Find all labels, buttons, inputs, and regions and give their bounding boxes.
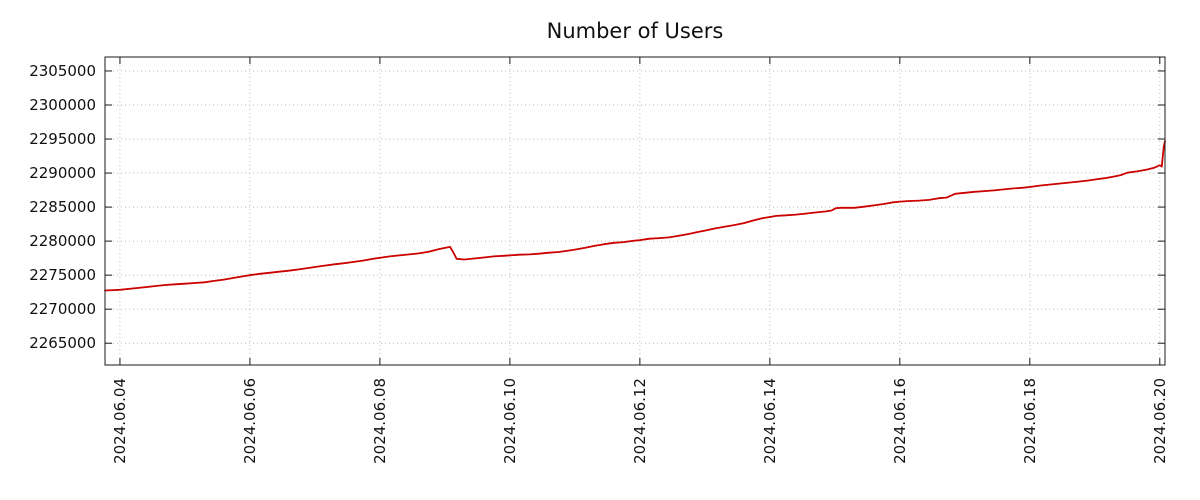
x-tick-label: 2024.06.10 [501,378,519,464]
y-tick-label: 2275000 [29,266,96,284]
y-tick-label: 2295000 [29,130,96,148]
x-tick-label: 2024.06.12 [631,378,649,464]
x-tick-label: 2024.06.08 [371,378,389,464]
x-tick-label: 2024.06.04 [111,378,129,464]
label-layer: 2265000 2270000 2275000 2280000 2285000 22900… [29,62,1169,464]
x-tick-label: 2024.06.20 [1151,378,1169,464]
users-series-line [104,140,1166,292]
y-tick-label: 2285000 [29,198,96,216]
series-layer [104,140,1166,292]
y-tick-label: 2300000 [29,96,96,114]
grid-layer [105,57,1165,365]
y-tick-label: 2280000 [29,232,96,250]
plot-border [104,56,1166,366]
x-tick-label: 2024.06.06 [241,378,259,464]
axis-layer [104,56,1166,366]
y-tick-label: 2270000 [29,300,96,318]
x-tick-label: 2024.06.16 [891,378,909,464]
x-tick-label: 2024.06.18 [1021,378,1039,464]
chart-title: Number of Users [547,19,724,43]
y-tick-label: 2290000 [29,164,96,182]
y-tick-label: 2265000 [29,334,96,352]
y-tick-label: 2305000 [29,62,96,80]
x-tick-label: 2024.06.14 [761,378,779,464]
